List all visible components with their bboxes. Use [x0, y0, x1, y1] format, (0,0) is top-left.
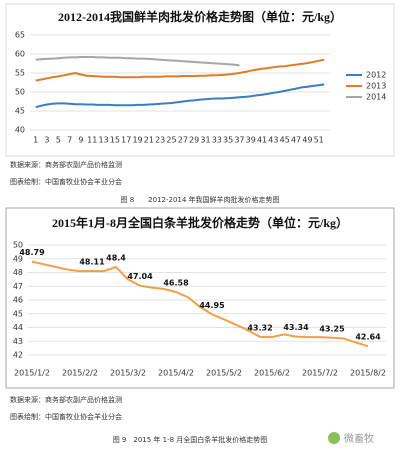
data-label: 44.95: [199, 301, 225, 310]
x-tick-label: 2015/6/2: [254, 369, 290, 378]
chart-frame: [5, 3, 395, 157]
watermark: 微畜牧: [344, 432, 374, 445]
data-label: 43.25: [319, 324, 345, 333]
y-tick-label: 60: [15, 50, 25, 59]
data-line: [35, 58, 325, 82]
x-tick-label: 47: [291, 136, 301, 145]
x-tick-label: 5: [56, 136, 61, 145]
y-tick-label: 45: [13, 309, 23, 318]
x-tick-label: 2015/2/2: [62, 369, 98, 378]
x-tick-label: 3: [44, 136, 49, 145]
data-label: 42.64: [355, 333, 381, 342]
y-tick-label: 42: [13, 351, 23, 360]
y-tick-label: 47: [13, 282, 23, 291]
y-tick-label: 65: [15, 31, 25, 40]
x-tick-label: 21: [144, 136, 154, 145]
y-tick-label: 50: [13, 241, 23, 250]
chart-title: 2015年1月-8月全国白条羊批发价格走势（单位：元/kg）: [52, 215, 348, 230]
x-tick-label: 2015/8/2: [350, 369, 386, 378]
data-label: 48.11: [79, 257, 105, 266]
y-tick-label: 40: [15, 126, 25, 135]
x-tick-label: 33: [212, 136, 222, 145]
x-tick-label: 37: [234, 136, 244, 145]
x-tick-label: 29: [189, 136, 199, 145]
watermark-icon: [328, 432, 340, 444]
y-tick-label: 48: [13, 268, 23, 277]
y-tick-label: 45: [15, 107, 25, 116]
x-tick-label: 25: [166, 136, 176, 145]
x-tick-label: 31: [200, 136, 210, 145]
x-tick-label: 13: [98, 136, 108, 145]
data-line: [31, 260, 369, 348]
x-tick-label: 39: [246, 136, 256, 145]
x-tick-label: 9: [78, 136, 83, 145]
x-tick-label: 45: [280, 136, 290, 145]
source-note: 数据来源：商务部农副产品价格监测: [10, 160, 122, 169]
x-tick-label: 51: [314, 136, 324, 145]
data-label: 48.79: [19, 248, 45, 257]
x-tick-label: 2015/5/2: [206, 369, 242, 378]
data-line: [35, 83, 325, 109]
data-label: 43.32: [247, 323, 272, 332]
x-tick-label: 1: [33, 136, 38, 145]
legend-label: 2014: [366, 93, 386, 102]
x-tick-label: 17: [121, 136, 131, 145]
figure-caption: 图 8 2012-2014 年我国鲜羊肉批发价格走势图: [120, 195, 279, 204]
x-tick-label: 35: [223, 136, 233, 145]
source-note: 数据来源：商务部农副产品价格监测: [10, 395, 122, 404]
x-tick-label: 15: [110, 136, 120, 145]
x-tick-label: 49: [302, 136, 312, 145]
x-tick-label: 43: [268, 136, 278, 145]
data-label: 43.34: [283, 323, 309, 332]
y-tick-label: 55: [15, 69, 25, 78]
chart-title: 2012-2014我国鲜羊肉批发价格走势图（单位：元/kg）: [58, 9, 342, 24]
x-tick-label: 23: [155, 136, 165, 145]
x-tick-label: 2015/4/2: [158, 369, 194, 378]
x-tick-label: 41: [257, 136, 267, 145]
legend-label: 2012: [366, 71, 386, 80]
x-tick-label: 7: [67, 136, 72, 145]
y-tick-label: 43: [13, 337, 23, 346]
figure-caption: 图 9 2015 年 1-8 月全国白条羊批发价格走势图: [113, 435, 268, 444]
data-label: 46.58: [163, 279, 189, 288]
data-label: 47.04: [127, 272, 153, 281]
x-tick-label: 19: [132, 136, 142, 145]
data-label: 48.4: [106, 254, 126, 263]
author-note: 图表绘制：中国畜牧业协会羊业分会: [10, 412, 122, 421]
x-tick-label: 2015/3/2: [110, 369, 146, 378]
chart-frame: [5, 207, 395, 389]
x-tick-label: 11: [87, 136, 97, 145]
legend-label: 2013: [366, 82, 386, 91]
y-tick-label: 49: [13, 254, 23, 263]
x-tick-label: 27: [178, 136, 188, 145]
y-tick-label: 46: [13, 296, 23, 305]
y-tick-label: 44: [13, 323, 23, 332]
data-line: [35, 56, 240, 67]
y-tick-label: 50: [15, 88, 25, 97]
x-tick-label: 2015/7/2: [302, 369, 338, 378]
x-tick-label: 2015/1/2: [14, 369, 50, 378]
author-note: 图表绘制：中国畜牧业协会羊业分会: [10, 177, 122, 186]
